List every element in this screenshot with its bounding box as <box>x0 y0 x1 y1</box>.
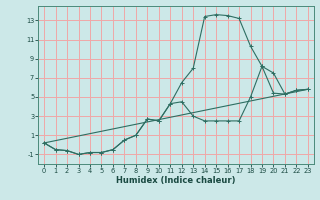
X-axis label: Humidex (Indice chaleur): Humidex (Indice chaleur) <box>116 176 236 185</box>
